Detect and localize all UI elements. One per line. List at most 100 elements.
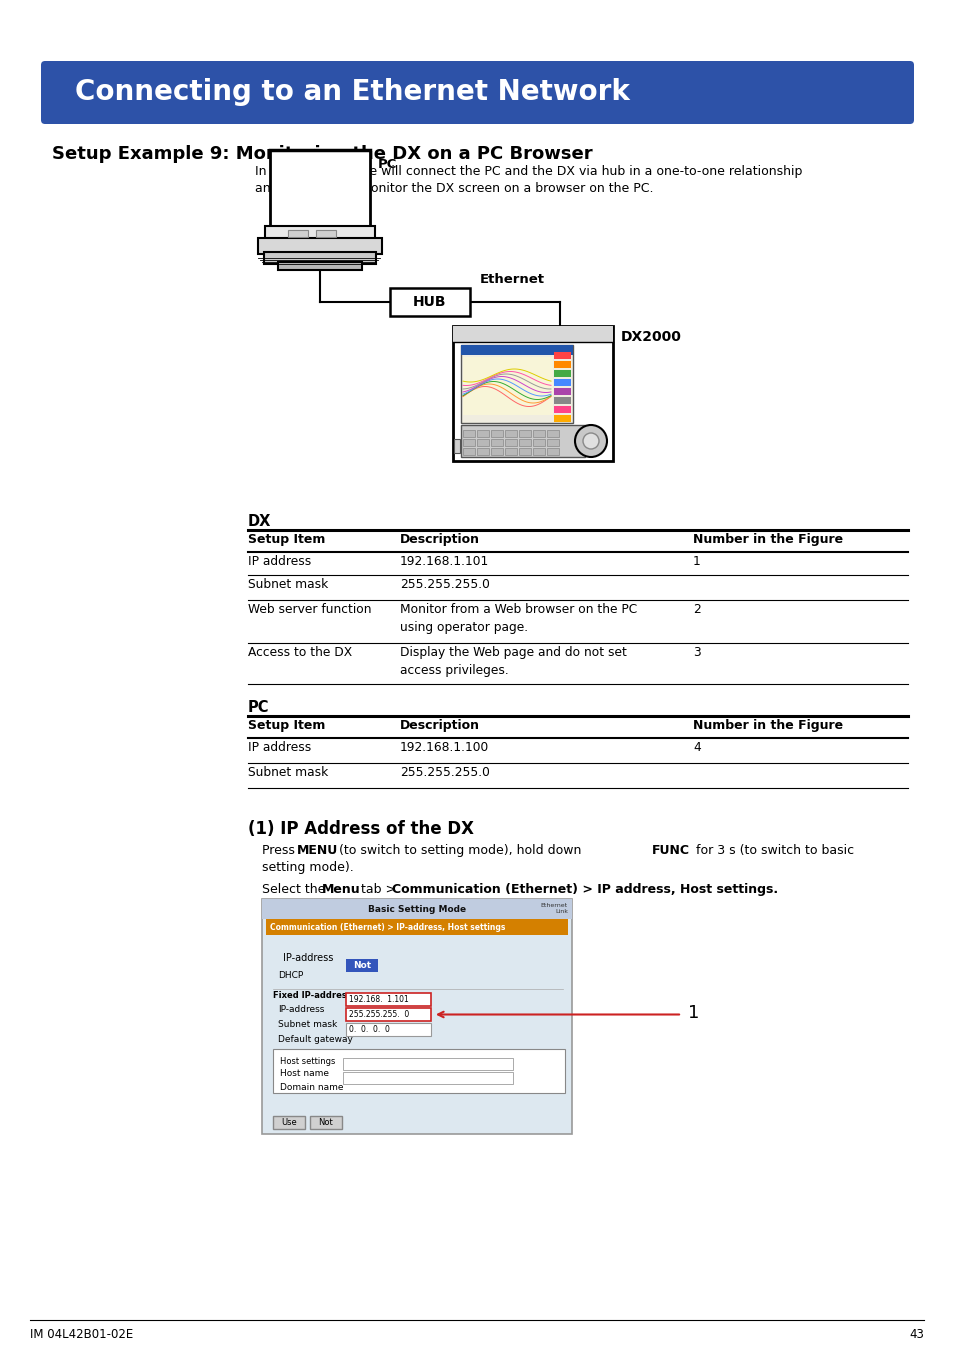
Bar (476, 431, 489, 437)
Bar (460, 425, 584, 458)
FancyBboxPatch shape (41, 61, 913, 124)
Text: 255.255.255.  0: 255.255.255. 0 (349, 1010, 409, 1019)
Bar (462, 448, 475, 455)
Bar (453, 325, 613, 342)
Text: 192.168.1.100: 192.168.1.100 (399, 741, 489, 755)
Text: and display and monitor the DX screen on a browser on the PC.: and display and monitor the DX screen on… (254, 182, 653, 194)
Bar (460, 346, 573, 355)
Text: IP-address: IP-address (283, 953, 333, 963)
Bar (462, 356, 553, 414)
Text: 1: 1 (692, 555, 700, 568)
Bar (533, 431, 544, 437)
Bar (315, 230, 335, 238)
Bar (546, 448, 558, 455)
Text: tab >: tab > (356, 883, 399, 896)
Bar (491, 448, 502, 455)
Bar (518, 431, 531, 437)
Bar (554, 387, 571, 396)
Bar (554, 379, 571, 386)
Text: Subnet mask: Subnet mask (248, 765, 328, 779)
Bar (288, 230, 308, 238)
Text: PC: PC (377, 158, 397, 171)
Bar (533, 448, 544, 455)
Text: Host name: Host name (280, 1069, 329, 1079)
Bar (546, 439, 558, 446)
Text: 192.168.1.101: 192.168.1.101 (399, 555, 489, 568)
Bar (504, 431, 517, 437)
Bar (554, 352, 571, 359)
Bar (453, 325, 613, 460)
Text: IP address: IP address (248, 741, 311, 755)
Bar (343, 1072, 513, 1084)
Text: Setup Item: Setup Item (248, 720, 325, 732)
Bar (533, 439, 544, 446)
Text: Setup Item: Setup Item (248, 533, 325, 545)
Bar (265, 225, 375, 240)
Bar (310, 1116, 341, 1129)
Text: MENU: MENU (296, 844, 338, 857)
Text: Setup Example 9: Monitoring the DX on a PC Browser: Setup Example 9: Monitoring the DX on a … (52, 144, 592, 163)
Text: Select the: Select the (262, 883, 329, 896)
Text: Communication (Ethernet) > IP address, Host settings.: Communication (Ethernet) > IP address, H… (392, 883, 778, 896)
Text: FUNC: FUNC (651, 844, 689, 857)
Text: DX: DX (248, 514, 271, 529)
Text: Ethernet
Link: Ethernet Link (540, 903, 567, 914)
Bar (546, 431, 558, 437)
Text: Default gateway: Default gateway (277, 1035, 353, 1044)
Bar (346, 1023, 431, 1035)
Text: Description: Description (399, 720, 479, 732)
Text: Communication (Ethernet) > IP-address, Host settings: Communication (Ethernet) > IP-address, H… (270, 922, 505, 931)
Bar (346, 1008, 431, 1021)
Text: for 3 s (to switch to basic: for 3 s (to switch to basic (691, 844, 853, 857)
Bar (346, 994, 431, 1006)
Text: Subnet mask: Subnet mask (248, 578, 328, 591)
Text: Menu: Menu (322, 883, 360, 896)
Bar (476, 439, 489, 446)
Text: 3: 3 (692, 647, 700, 659)
Bar (554, 406, 571, 413)
Text: 255.255.255.0: 255.255.255.0 (399, 765, 489, 779)
Bar (518, 439, 531, 446)
Bar (504, 439, 517, 446)
Bar (554, 414, 571, 423)
Bar (343, 1058, 513, 1071)
Text: setting mode).: setting mode). (262, 861, 354, 873)
Bar (274, 154, 366, 224)
Text: Domain name: Domain name (280, 1083, 343, 1092)
Bar (554, 370, 571, 377)
Bar (491, 439, 502, 446)
Text: HUB: HUB (413, 296, 446, 309)
Text: Display the Web page and do not set
access privileges.: Display the Web page and do not set acce… (399, 647, 626, 676)
Bar (454, 439, 459, 454)
Circle shape (575, 425, 606, 458)
Circle shape (582, 433, 598, 450)
Bar (390, 288, 470, 316)
Text: 43: 43 (908, 1328, 923, 1341)
Text: 4: 4 (692, 741, 700, 755)
Bar (462, 439, 475, 446)
Bar (257, 238, 381, 254)
Text: 2: 2 (692, 603, 700, 616)
Bar (273, 1049, 564, 1094)
Text: (to switch to setting mode), hold down: (to switch to setting mode), hold down (335, 844, 585, 857)
Bar (277, 262, 361, 270)
Text: Ethernet: Ethernet (479, 273, 544, 286)
Bar (476, 448, 489, 455)
Bar (462, 431, 475, 437)
Text: 192.168.  1.101: 192.168. 1.101 (349, 995, 408, 1004)
Text: Basic Setting Mode: Basic Setting Mode (368, 904, 466, 914)
Text: Not: Not (318, 1118, 333, 1127)
Text: Press: Press (262, 844, 298, 857)
Text: 1: 1 (687, 1003, 699, 1022)
Text: Subnet mask: Subnet mask (277, 1021, 337, 1029)
Text: Monitor from a Web browser on the PC
using operator page.: Monitor from a Web browser on the PC usi… (399, 603, 637, 634)
Bar (264, 252, 375, 265)
Text: 0.  0.  0.  0: 0. 0. 0. 0 (349, 1025, 390, 1034)
Bar (554, 360, 571, 369)
Text: Use: Use (281, 1118, 296, 1127)
Text: IM 04L42B01-02E: IM 04L42B01-02E (30, 1328, 133, 1341)
Text: Number in the Figure: Number in the Figure (692, 720, 842, 732)
Bar (460, 346, 573, 423)
Text: Description: Description (399, 533, 479, 545)
Bar (491, 431, 502, 437)
